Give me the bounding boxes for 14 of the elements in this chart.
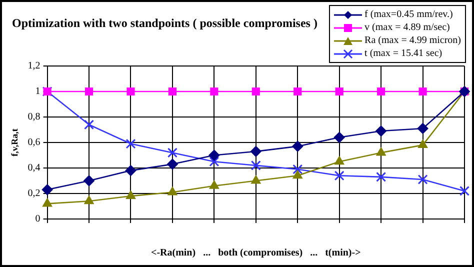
y-tick-label: 0,8	[28, 112, 40, 123]
y-tick-label: 0,2	[28, 188, 40, 200]
y-tick-label: 0,4	[28, 162, 40, 174]
y-tick-label: 1,2	[28, 60, 40, 72]
chart-title: Optimization with two standpoints ( possible compromises )	[12, 16, 318, 31]
y-tick-label: 0,6	[28, 137, 40, 148]
legend-label: v (max = 4.89 m/sec)	[364, 22, 450, 33]
legend-label: f (max=0.45 mm/rev.)	[364, 9, 453, 20]
y-axis-title: f,v,Ra,t	[10, 128, 20, 156]
legend-label: t (max = 15.41 sec)	[364, 48, 442, 59]
y-tick-label: 0	[35, 214, 40, 225]
x-axis-title: <-Ra(min) ... both (compromises) ... t(min)->	[150, 248, 362, 259]
legend-label: Ra (max = 4.99 micron)	[364, 35, 461, 46]
y-tick-label: 1	[35, 86, 40, 98]
